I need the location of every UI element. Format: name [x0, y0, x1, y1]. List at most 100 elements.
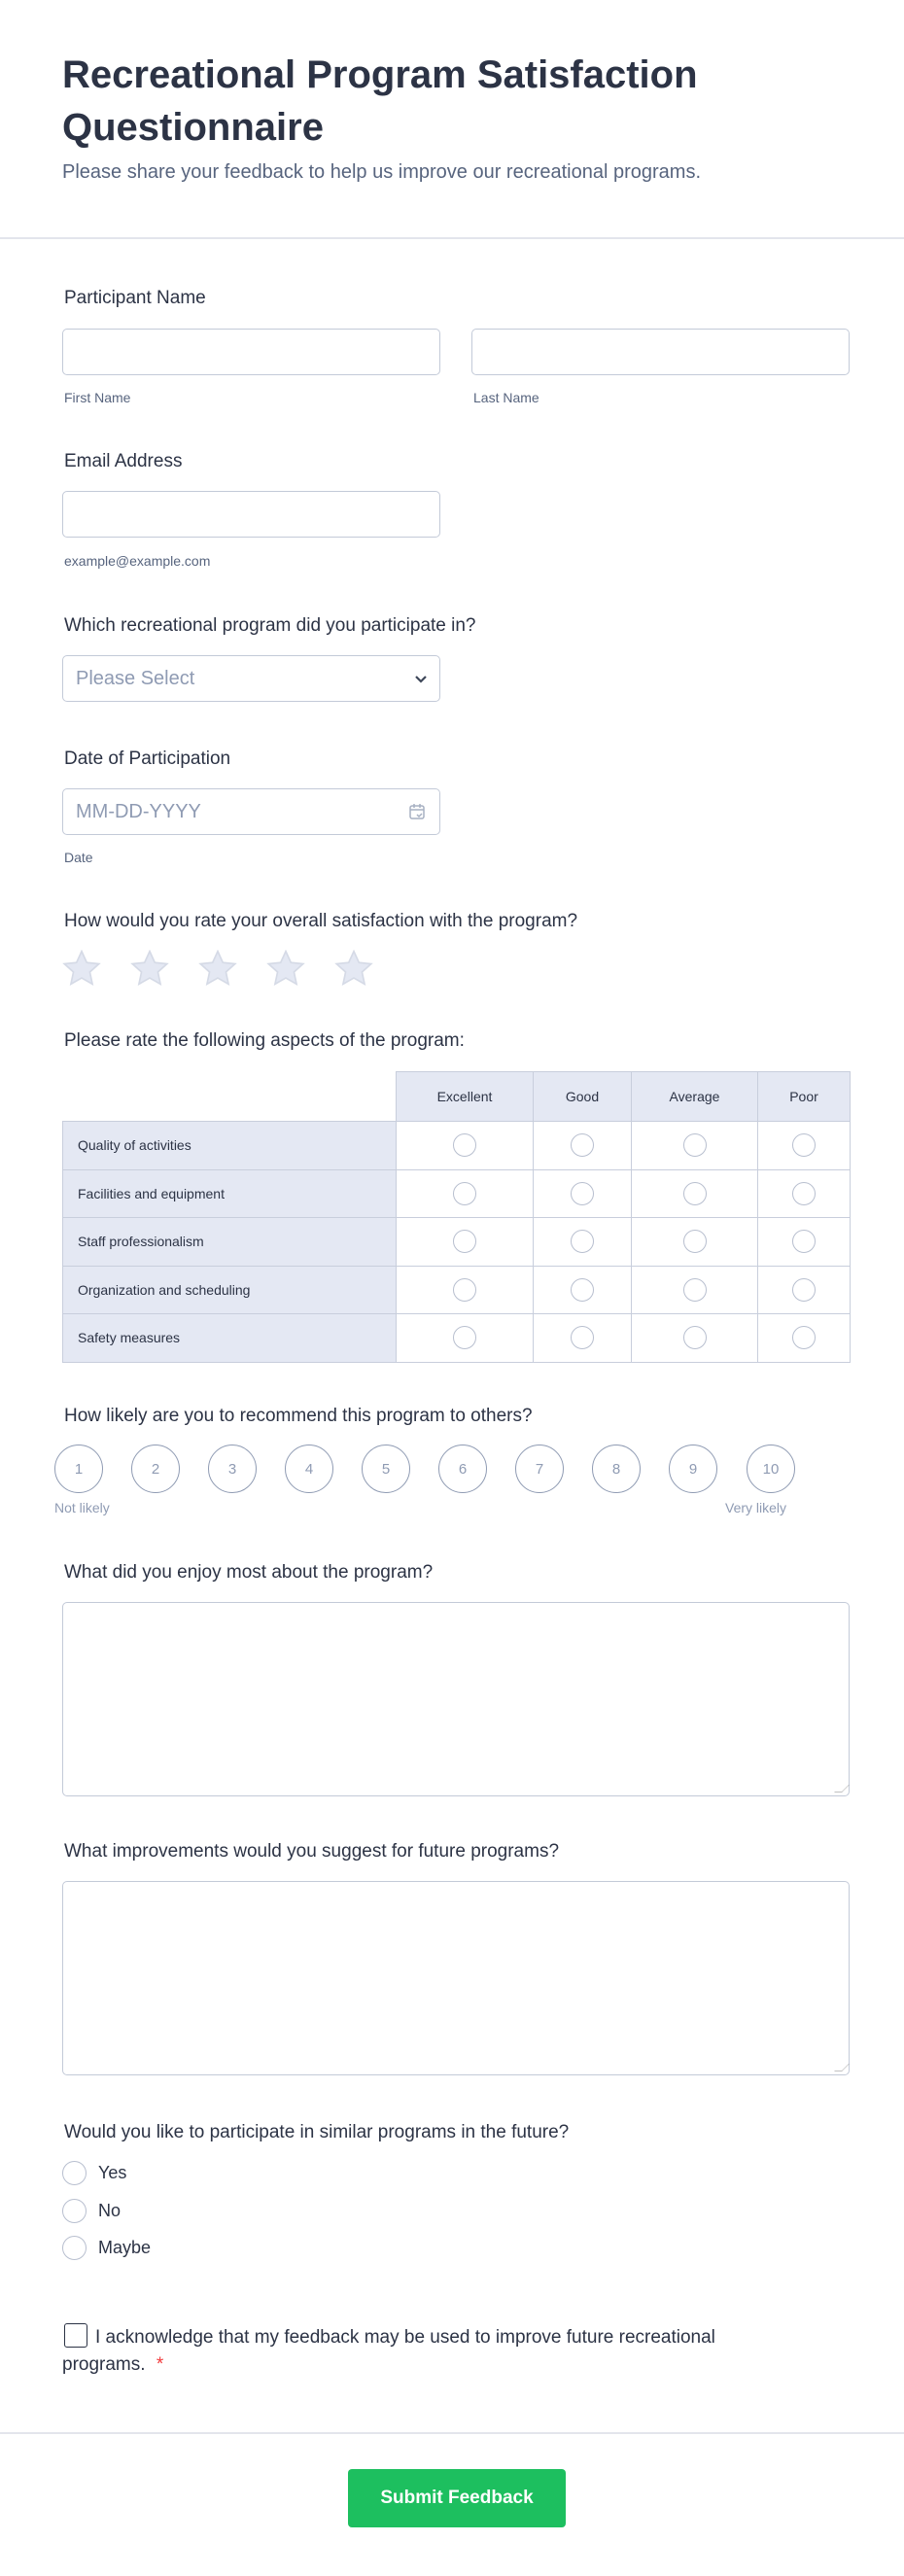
matrix-radio[interactable] [792, 1133, 816, 1158]
improve-textarea[interactable] [62, 1881, 850, 2075]
first-name-input[interactable] [62, 329, 440, 375]
scale-option-1[interactable]: 1 [54, 1445, 103, 1493]
star-rating[interactable] [62, 950, 373, 987]
scale-option-9[interactable]: 9 [669, 1445, 717, 1493]
matrix-radio[interactable] [453, 1277, 476, 1302]
matrix-header-row: Excellent Good Average Poor [63, 1071, 851, 1122]
scale-option-2[interactable]: 2 [131, 1445, 180, 1493]
matrix-col-header: Poor [757, 1071, 851, 1122]
matrix-radio[interactable] [682, 1230, 707, 1254]
matrix-radio[interactable] [571, 1230, 594, 1254]
matrix-radio[interactable] [571, 1277, 594, 1302]
date-input[interactable]: MM-DD-YYYY [62, 788, 440, 835]
program-label: Which recreational program did you parti… [64, 615, 476, 636]
consent-checkbox[interactable] [64, 2323, 87, 2348]
email-input[interactable] [62, 491, 440, 538]
satisfaction-label: How would you rate your overall satisfac… [64, 911, 578, 931]
matrix-radio[interactable] [682, 1133, 707, 1158]
option-label: Yes [98, 2163, 127, 2182]
submit-button[interactable]: Submit Feedback [348, 2469, 566, 2527]
consent-field: I acknowledge that my feedback may be us… [62, 2323, 743, 2379]
star-icon[interactable] [130, 950, 169, 987]
matrix-radio[interactable] [571, 1181, 594, 1205]
email-sublabel: example@example.com [64, 553, 211, 569]
matrix-col-header: Excellent [396, 1071, 534, 1122]
matrix-radio[interactable] [453, 1133, 476, 1158]
matrix-radio[interactable] [571, 1133, 594, 1158]
star-icon[interactable] [198, 950, 237, 987]
scale-option-3[interactable]: 3 [208, 1445, 257, 1493]
future-option-yes[interactable]: Yes [62, 2161, 126, 2185]
matrix-col-header: Good [533, 1071, 632, 1122]
scale-option-10[interactable]: 10 [747, 1445, 795, 1493]
matrix-row-label: Facilities and equipment [62, 1168, 397, 1218]
matrix-corner [63, 1072, 397, 1122]
rating-matrix: Excellent Good Average Poor Quality of a… [62, 1071, 851, 1363]
participant-name-label: Participant Name [64, 288, 206, 308]
matrix-row: Safety measures [62, 1313, 851, 1363]
program-placeholder: Please Select [76, 668, 195, 689]
consent-text: I acknowledge that my feedback may be us… [62, 2327, 715, 2375]
matrix-radio[interactable] [453, 1326, 476, 1350]
scale-option-8[interactable]: 8 [592, 1445, 641, 1493]
matrix-row: Staff professionalism [62, 1217, 851, 1267]
page-title: Recreational Program Satisfaction Questi… [62, 53, 698, 149]
matrix-radio[interactable] [682, 1326, 707, 1350]
matrix-radio[interactable] [792, 1326, 816, 1350]
scale-option-7[interactable]: 7 [515, 1445, 564, 1493]
enjoy-label: What did you enjoy most about the progra… [64, 1562, 434, 1583]
program-select[interactable]: Please Select [62, 655, 440, 702]
required-asterisk: * [156, 2354, 164, 2375]
matrix-radio[interactable] [571, 1326, 594, 1350]
footer-divider [0, 2432, 904, 2434]
matrix-radio[interactable] [453, 1230, 476, 1254]
email-label: Email Address [64, 451, 183, 471]
scale-option-5[interactable]: 5 [362, 1445, 410, 1493]
divider [0, 237, 904, 239]
matrix-row-label: Safety measures [62, 1313, 397, 1363]
date-placeholder: MM-DD-YYYY [76, 801, 201, 822]
matrix-row-label: Quality of activities [62, 1121, 397, 1170]
scale-high-label: Very likely [725, 1500, 787, 1515]
page-subtitle: Please share your feedback to help us im… [62, 161, 702, 183]
matrix-radio[interactable] [792, 1181, 816, 1205]
star-icon[interactable] [334, 950, 373, 987]
star-icon[interactable] [266, 950, 305, 987]
future-option-no[interactable]: No [62, 2199, 121, 2223]
matrix-col-header: Average [631, 1071, 758, 1122]
scale-low-label: Not likely [54, 1500, 110, 1515]
option-label: Maybe [98, 2238, 152, 2257]
enjoy-textarea[interactable] [62, 1602, 850, 1796]
radio-button[interactable] [62, 2199, 87, 2223]
calendar-icon[interactable] [408, 803, 426, 820]
date-label: Date of Participation [64, 748, 231, 769]
last-name-sublabel: Last Name [473, 390, 539, 405]
option-label: No [98, 2201, 122, 2220]
matrix-radio[interactable] [453, 1181, 476, 1205]
future-label: Would you like to participate in similar… [64, 2122, 570, 2142]
matrix-radio[interactable] [682, 1181, 707, 1205]
matrix-radio[interactable] [792, 1230, 816, 1254]
resize-handle[interactable] [834, 1785, 850, 1793]
improve-label: What improvements would you suggest for … [64, 1841, 560, 1862]
recommend-label: How likely are you to recommend this pro… [64, 1406, 533, 1426]
first-name-sublabel: First Name [64, 390, 131, 405]
matrix-row-label: Staff professionalism [62, 1217, 397, 1267]
resize-handle[interactable] [834, 2064, 850, 2071]
scale-option-4[interactable]: 4 [285, 1445, 333, 1493]
matrix-row: Quality of activities [62, 1121, 851, 1170]
matrix-row-label: Organization and scheduling [62, 1265, 397, 1314]
radio-button[interactable] [62, 2236, 87, 2260]
matrix-row: Organization and scheduling [62, 1265, 851, 1314]
scale-option-6[interactable]: 6 [438, 1445, 487, 1493]
chevron-down-icon [415, 676, 427, 683]
date-sublabel: Date [64, 850, 93, 865]
star-icon[interactable] [62, 950, 101, 987]
matrix-radio[interactable] [792, 1277, 816, 1302]
radio-button[interactable] [62, 2161, 87, 2185]
last-name-input[interactable] [471, 329, 850, 375]
future-option-maybe[interactable]: Maybe [62, 2236, 151, 2260]
matrix-radio[interactable] [682, 1277, 707, 1302]
matrix-label: Please rate the following aspects of the… [64, 1030, 465, 1051]
matrix-row: Facilities and equipment [62, 1168, 851, 1218]
